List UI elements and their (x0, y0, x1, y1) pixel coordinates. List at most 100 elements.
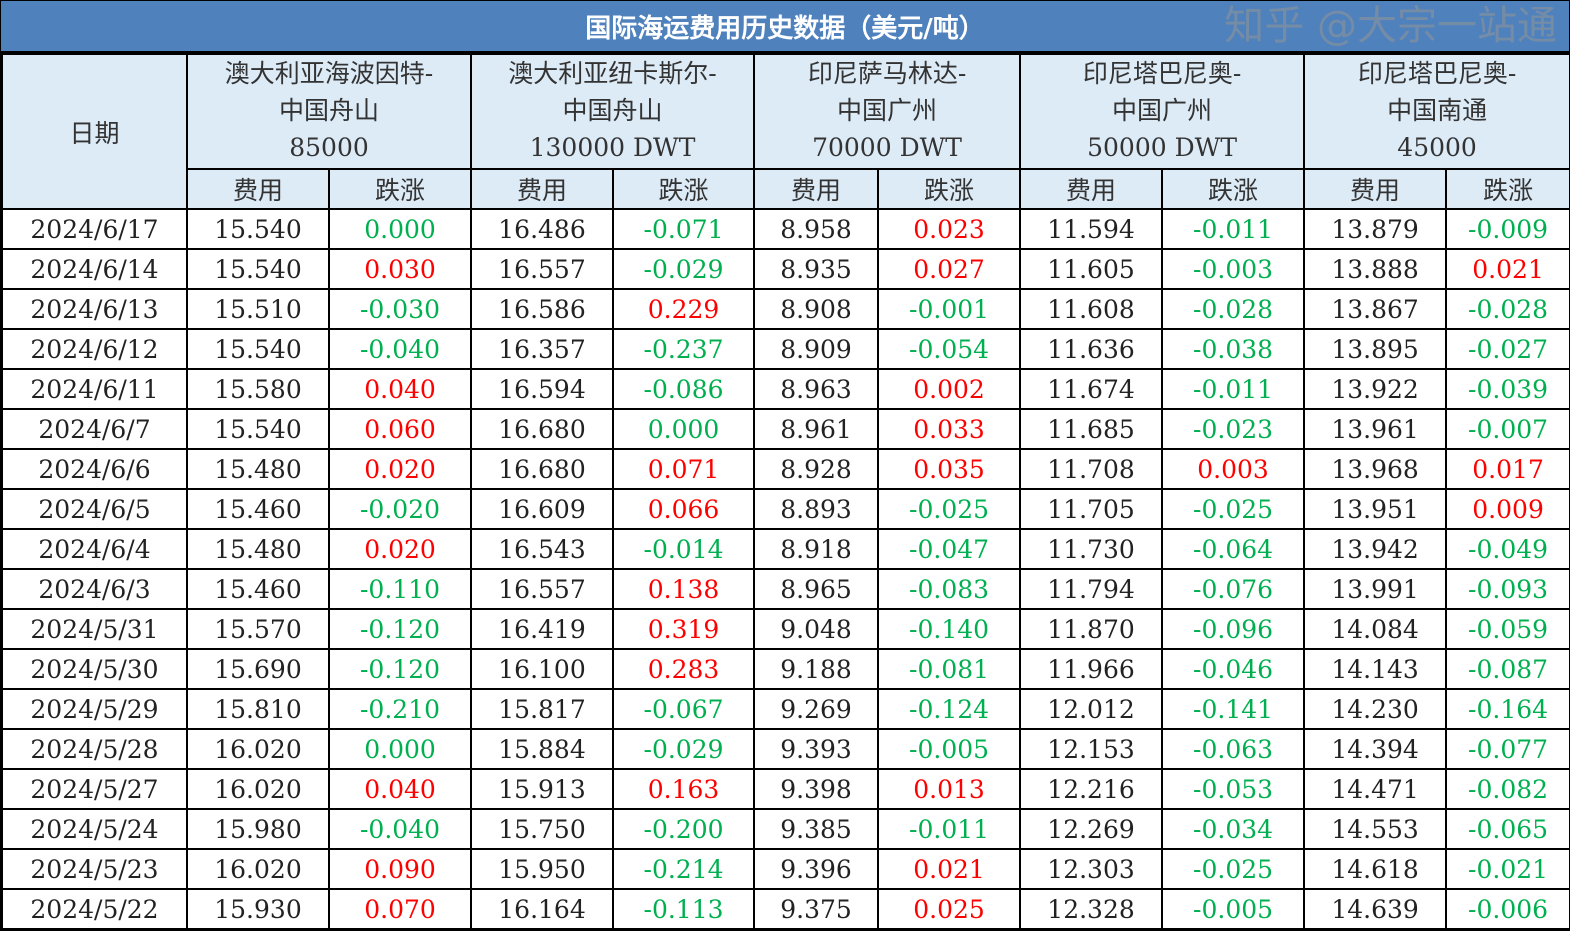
cost-cell: 11.608 (1019, 288, 1164, 330)
cost-cell: 9.188 (753, 648, 880, 690)
change-cell: -0.140 (877, 608, 1022, 650)
cost-cell: 15.460 (186, 568, 330, 610)
cost-cell: 12.216 (1019, 768, 1164, 810)
cost-cell: 16.164 (470, 888, 615, 930)
change-cell: -0.025 (877, 488, 1022, 530)
cost-cell: 9.393 (753, 728, 880, 770)
table-row: 2024/6/13 15.510 -0.030 16.586 0.229 8.908 -0.… (1, 288, 1570, 330)
change-cell: -0.064 (1161, 528, 1306, 570)
change-cell: -0.087 (1445, 648, 1570, 690)
cost-header: 费用 (470, 168, 615, 210)
cost-cell: 13.961 (1303, 408, 1448, 450)
change-cell: 0.283 (612, 648, 756, 690)
cost-cell: 16.557 (470, 248, 615, 290)
table-title-bar: 国际海运费用历史数据（美元/吨） 知乎 @大宗一站通 (1, 1, 1569, 53)
change-cell: -0.120 (327, 608, 473, 650)
cost-cell: 14.471 (1303, 768, 1448, 810)
cost-cell: 11.685 (1019, 408, 1164, 450)
cost-cell: 13.968 (1303, 448, 1448, 490)
route-name: 澳大利亚海波因特- 中国舟山 (224, 59, 434, 125)
change-cell: -0.040 (327, 328, 473, 370)
change-cell: -0.071 (612, 208, 756, 250)
cost-cell: 13.922 (1303, 368, 1448, 410)
date-cell: 2024/5/28 (1, 728, 188, 770)
change-cell: -0.054 (877, 328, 1022, 370)
change-cell: 0.138 (612, 568, 756, 610)
change-cell: 0.040 (327, 368, 473, 410)
cost-cell: 14.618 (1303, 848, 1448, 890)
table-row: 2024/6/7 15.540 0.060 16.680 0.000 8.961 0.033… (1, 408, 1570, 450)
change-cell: 0.229 (612, 288, 756, 330)
change-cell: -0.023 (1161, 408, 1306, 450)
change-cell: -0.086 (612, 368, 756, 410)
date-cell: 2024/6/12 (1, 328, 188, 370)
route-name: 印尼塔巴尼奥- 中国广州 (1082, 59, 1242, 125)
date-cell: 2024/6/6 (1, 448, 188, 490)
change-cell: 0.000 (327, 208, 473, 250)
table-row: 2024/5/27 16.020 0.040 15.913 0.163 9.398 0.01… (1, 768, 1570, 810)
change-cell: -0.096 (1161, 608, 1306, 650)
change-cell: 0.035 (877, 448, 1022, 490)
cost-cell: 8.961 (753, 408, 880, 450)
change-cell: 0.071 (612, 448, 756, 490)
table-row: 2024/6/3 15.460 -0.110 16.557 0.138 8.965 -0.0… (1, 568, 1570, 610)
change-cell: 0.060 (327, 408, 473, 450)
cost-cell: 8.928 (753, 448, 880, 490)
change-cell: -0.003 (1161, 248, 1306, 290)
change-cell: -0.083 (877, 568, 1022, 610)
change-cell: 0.066 (612, 488, 756, 530)
change-cell: -0.005 (1161, 888, 1306, 930)
header-row-routes: 日期 澳大利亚海波因特- 中国舟山 85000 澳大利亚纽卡斯尔- 中国舟山 130000 … (1, 53, 1570, 210)
cost-cell: 16.594 (470, 368, 615, 410)
change-cell: -0.065 (1445, 808, 1570, 850)
table-row: 2024/5/22 15.930 0.070 16.164 -0.113 9.375 0.0… (1, 888, 1570, 930)
cost-cell: 15.580 (186, 368, 330, 410)
change-cell: 0.090 (327, 848, 473, 890)
change-cell: -0.113 (612, 888, 756, 930)
cost-cell: 15.540 (186, 248, 330, 290)
change-cell: 0.027 (877, 248, 1022, 290)
change-cell: -0.034 (1161, 808, 1306, 850)
route-vessel-size: 50000 DWT (1087, 133, 1237, 162)
date-cell: 2024/5/23 (1, 848, 188, 890)
change-cell: -0.040 (327, 808, 473, 850)
date-cell: 2024/6/3 (1, 568, 188, 610)
cost-header: 费用 (1303, 168, 1448, 210)
change-cell: -0.076 (1161, 568, 1306, 610)
route-vessel-size: 70000 DWT (812, 133, 962, 162)
cost-cell: 11.636 (1019, 328, 1164, 370)
cost-cell: 15.930 (186, 888, 330, 930)
change-cell: -0.029 (612, 728, 756, 770)
change-cell: 0.023 (877, 208, 1022, 250)
change-cell: -0.007 (1445, 408, 1570, 450)
cost-cell: 12.153 (1019, 728, 1164, 770)
cost-cell: 16.586 (470, 288, 615, 330)
cost-cell: 11.674 (1019, 368, 1164, 410)
change-cell: -0.077 (1445, 728, 1570, 770)
table-row: 2024/6/11 15.580 0.040 16.594 -0.086 8.963 0.0… (1, 368, 1570, 410)
cost-cell: 15.690 (186, 648, 330, 690)
cost-cell: 15.980 (186, 808, 330, 850)
table-row: 2024/5/29 15.810 -0.210 15.817 -0.067 9.269 -0… (1, 688, 1570, 730)
change-cell: 0.033 (877, 408, 1022, 450)
change-cell: -0.120 (327, 648, 473, 690)
cost-cell: 15.913 (470, 768, 615, 810)
cost-cell: 8.935 (753, 248, 880, 290)
date-cell: 2024/6/4 (1, 528, 188, 570)
change-cell: -0.009 (1445, 208, 1570, 250)
cost-cell: 15.540 (186, 328, 330, 370)
change-cell: -0.214 (612, 848, 756, 890)
cost-cell: 13.942 (1303, 528, 1448, 570)
table-row: 2024/5/24 15.980 -0.040 15.750 -0.200 9.385 -0… (1, 808, 1570, 850)
date-cell: 2024/6/7 (1, 408, 188, 450)
change-header: 跌涨 (1161, 168, 1306, 210)
cost-cell: 13.895 (1303, 328, 1448, 370)
cost-cell: 12.012 (1019, 688, 1164, 730)
route-vessel-size: 85000 (289, 133, 369, 162)
change-cell: -0.025 (1161, 488, 1306, 530)
change-header: 跌涨 (1445, 168, 1570, 210)
table-row: 2024/5/28 16.020 0.000 15.884 -0.029 9.393 -0.… (1, 728, 1570, 770)
change-cell: -0.081 (877, 648, 1022, 690)
change-cell: 0.000 (327, 728, 473, 770)
cost-cell: 11.708 (1019, 448, 1164, 490)
